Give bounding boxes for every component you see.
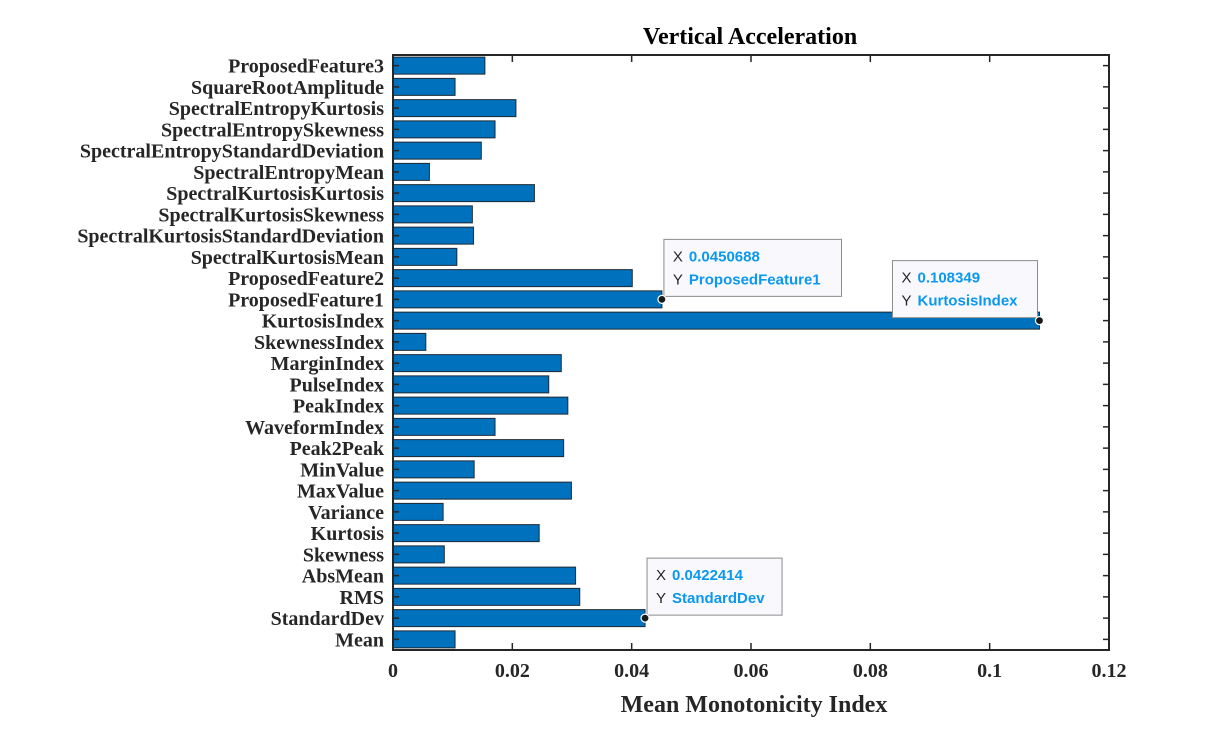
y-tick-label: Mean (335, 629, 384, 651)
datatip-x-row: X 0.0450688 (673, 248, 760, 265)
datatip-marker[interactable] (657, 294, 667, 304)
datatip-marker[interactable] (1034, 316, 1045, 326)
datatip-x-value: 0.108349 (917, 270, 980, 287)
datatip-x-key: X (901, 270, 911, 287)
bar-max-value (392, 481, 572, 500)
bar-skewness (392, 545, 445, 564)
bar-kurtosis (392, 524, 540, 543)
y-tick-label: SpectralEntropyMean (193, 162, 384, 184)
y-tick-label: RMS (340, 587, 384, 609)
datatip-x-row: X 0.108349 (901, 270, 980, 287)
datatip-y-key: Y (673, 271, 683, 288)
datatip-y-row: Y StandardDev (656, 590, 765, 607)
bar-spectral-kurtosis-standard-deviation (392, 226, 475, 245)
x-tick-label: 0.08 (853, 660, 888, 682)
datatip-kurtosis-index[interactable]: X 0.108349 Y KurtosisIndex (891, 260, 1045, 326)
datatip-y-row: Y ProposedFeature1 (673, 271, 821, 288)
bar-spectral-kurtosis-skewness (392, 205, 473, 224)
y-tick-label: Kurtosis (311, 523, 385, 545)
datatip-box (891, 260, 1038, 319)
y-tick-label: Skewness (303, 544, 384, 566)
y-tick-label: SpectralKurtosisMean (191, 247, 384, 269)
datatip-box (646, 557, 783, 616)
y-tick-label: WaveformIndex (245, 417, 384, 439)
y-tick-label: StandardDev (271, 608, 384, 630)
y-tick-label: SkewnessIndex (254, 332, 384, 354)
datatip-y-row: Y KurtosisIndex (901, 293, 1018, 310)
x-axis-label: Mean Monotonicity Index (621, 692, 888, 718)
x-tick-label: 0.06 (734, 660, 769, 682)
y-tick-label: SpectralEntropyStandardDeviation (80, 141, 384, 163)
bar-waveform-index (392, 417, 496, 436)
datatip-marker[interactable] (640, 613, 650, 623)
y-tick-label: SpectralEntropySkewness (161, 119, 384, 141)
y-tick-label: KurtosisIndex (262, 311, 384, 333)
bar-proposed-feature2 (392, 269, 633, 288)
ticks-layer (392, 55, 1110, 650)
bar-spectral-kurtosis-kurtosis (392, 184, 535, 203)
y-tick-label: Variance (308, 502, 384, 524)
y-tick-labels: MeanStandardDevRMSAbsMeanSkewnessKurtosi… (77, 56, 385, 652)
y-tick-label: SpectralKurtosisStandardDeviation (77, 226, 384, 248)
bar-peak2-peak (392, 439, 565, 458)
bar-abs-mean (392, 566, 577, 585)
bar-variance (392, 502, 444, 521)
bar-min-value (392, 460, 475, 479)
x-tick-label: 0.04 (614, 660, 649, 682)
bar-margin-index (392, 354, 562, 373)
bar-peak-index (392, 396, 569, 415)
bar-proposed-feature3 (392, 56, 486, 75)
bar-square-root-amplitude (392, 77, 456, 96)
datatip-y-key: Y (901, 293, 911, 310)
y-tick-label: PulseIndex (290, 374, 384, 396)
y-tick-label: SquareRootAmplitude (191, 77, 384, 99)
datatips-layer: X 0.0450688 Y ProposedFeature1 X 0.108349 Y Kur… (640, 238, 1045, 623)
y-tick-label: SpectralEntropyKurtosis (169, 98, 384, 120)
x-tick-label: 0.12 (1092, 660, 1127, 682)
bar-mean (392, 630, 456, 649)
bar-spectral-kurtosis-mean (392, 247, 458, 266)
y-tick-label: PeakIndex (293, 396, 384, 418)
datatip-x-value: 0.0450688 (689, 248, 760, 265)
y-tick-label: ProposedFeature3 (228, 56, 384, 78)
datatip-y-value: StandardDev (672, 590, 765, 607)
datatip-x-key: X (656, 567, 666, 584)
bar-proposed-feature1 (392, 290, 663, 309)
datatip-x-value: 0.0422414 (672, 567, 744, 584)
datatip-proposed-feature1[interactable]: X 0.0450688 Y ProposedFeature1 (657, 238, 843, 304)
bar-spectral-entropy-standard-deviation (392, 141, 482, 160)
datatip-standard-dev[interactable]: X 0.0422414 Y StandardDev (640, 557, 783, 623)
y-tick-label: Peak2Peak (290, 438, 385, 460)
datatip-y-key: Y (656, 590, 666, 607)
y-tick-label: MinValue (300, 459, 384, 481)
y-tick-label: MaxValue (297, 481, 384, 503)
chart-title: Vertical Acceleration (643, 24, 857, 50)
bar-spectral-entropy-skewness (392, 120, 496, 139)
bar-pulse-index (392, 375, 550, 394)
y-tick-label: MarginIndex (271, 353, 384, 375)
datatip-y-value: KurtosisIndex (917, 293, 1018, 310)
x-tick-label: 0.02 (495, 660, 530, 682)
y-tick-label: SpectralKurtosisKurtosis (166, 183, 384, 205)
bar-spectral-entropy-kurtosis (392, 99, 517, 118)
bar-standard-dev (392, 609, 646, 628)
datatip-x-row: X 0.0422414 (656, 567, 744, 584)
x-tick-labels: 0 0.02 0.04 0.06 0.08 0.1 0.12 (388, 660, 1127, 682)
datatip-box (663, 238, 843, 297)
datatip-y-value: ProposedFeature1 (689, 271, 821, 288)
datatip-x-key: X (673, 248, 683, 265)
y-tick-label: AbsMean (302, 566, 384, 588)
x-tick-label: 0.1 (977, 660, 1002, 682)
y-tick-label: ProposedFeature2 (228, 268, 384, 290)
y-tick-label: SpectralKurtosisSkewness (158, 204, 384, 226)
bar-rms (392, 587, 581, 606)
x-tick-label: 0 (388, 660, 398, 682)
y-tick-label: ProposedFeature1 (228, 289, 384, 311)
